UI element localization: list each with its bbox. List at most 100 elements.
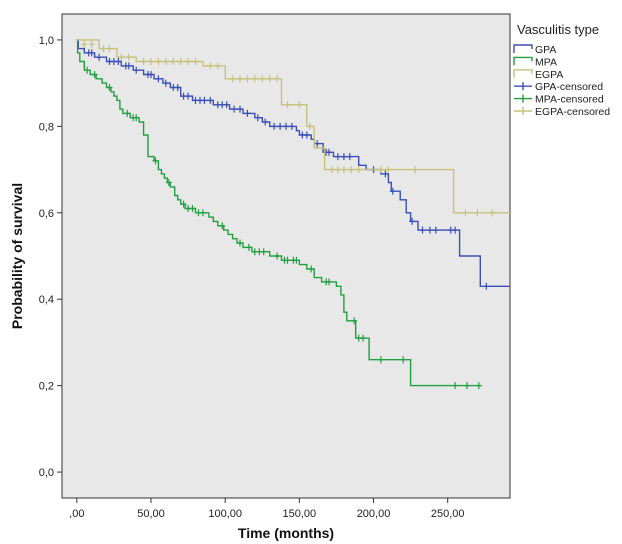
censor-mark-mpa	[124, 109, 131, 117]
censor-mark-egpa	[489, 209, 496, 217]
censor-mark-egpa	[237, 75, 243, 83]
censor-mark-gpa	[148, 71, 154, 78]
censor-mark-gpa	[271, 122, 278, 130]
censor-mark-egpa	[162, 58, 169, 65]
censor-mark-egpa	[244, 75, 251, 83]
censor-mark-egpa	[412, 166, 419, 174]
legend-swatch	[514, 107, 532, 115]
legend-swatch	[513, 69, 533, 78]
censor-mark-egpa	[140, 58, 147, 65]
censor-mark-egpa	[125, 53, 132, 61]
censor-mark-egpa	[377, 166, 384, 174]
series-layer	[76, 39, 510, 390]
censor-mark-gpa	[237, 105, 243, 113]
censor-mark-mpa	[360, 334, 367, 342]
censor-mark-egpa	[296, 101, 303, 109]
censor-mark-gpa	[115, 58, 122, 65]
censor-mark-gpa	[244, 109, 251, 117]
censor-mark-gpa	[409, 217, 416, 225]
censor-mark-egpa	[100, 45, 107, 53]
legend-entry: EGPA	[513, 69, 563, 81]
censor-mark-mpa	[199, 209, 206, 217]
series-mpa	[76, 39, 482, 390]
legend-label: MPA	[535, 56, 557, 68]
censor-mark-egpa	[306, 122, 313, 130]
x-tick-label: 200,00	[357, 508, 391, 520]
censor-mark-gpa	[314, 140, 321, 148]
y-axis-title: Probability of survival	[9, 183, 25, 329]
x-tick-label: 100,00	[208, 508, 242, 520]
censor-mark-mpa	[152, 157, 159, 165]
censor-mark-egpa	[251, 75, 258, 83]
legend-entry: GPA-censored	[514, 81, 603, 93]
censor-mark-egpa	[155, 58, 162, 65]
censor-mark-egpa	[334, 166, 341, 174]
censor-mark-mpa	[237, 239, 243, 247]
censor-mark-gpa	[303, 131, 310, 139]
y-tick-label: 0,0	[39, 467, 54, 479]
censor-mark-gpa	[389, 187, 396, 195]
series-gpa	[76, 39, 510, 290]
censor-mark-mpa	[180, 200, 187, 208]
censor-mark-mpa	[308, 265, 315, 273]
y-tick-label: 0,2	[39, 381, 54, 393]
legend-entry: GPA	[513, 44, 556, 56]
censor-mark-gpa	[340, 153, 347, 161]
legend-entry: MPA-censored	[514, 94, 604, 106]
censor-mark-egpa	[340, 166, 347, 174]
censor-mark-egpa	[88, 40, 95, 48]
censor-mark-gpa	[452, 226, 459, 234]
censor-mark-gpa	[346, 153, 353, 161]
censor-mark-mpa	[293, 256, 300, 264]
x-tick-label: 150,00	[283, 508, 317, 520]
censor-mark-gpa	[288, 122, 295, 130]
censor-mark-egpa	[274, 75, 281, 83]
legend-entry: EGPA-censored	[514, 106, 610, 118]
censor-mark-mpa	[452, 382, 459, 390]
x-tick-label: 250,00	[431, 508, 465, 520]
censor-mark-mpa	[245, 243, 252, 251]
censor-mark-gpa	[125, 62, 132, 70]
censor-mark-egpa	[329, 166, 335, 174]
censor-mark-gpa	[185, 92, 192, 100]
censor-mark-mpa	[326, 278, 332, 286]
censor-mark-egpa	[462, 209, 469, 217]
censor-mark-mpa	[91, 71, 98, 78]
legend-swatch	[513, 56, 533, 66]
censor-mark-gpa	[223, 101, 230, 109]
censor-mark-gpa	[483, 282, 490, 290]
censor-mark-mpa	[464, 382, 470, 390]
censor-mark-mpa	[106, 84, 113, 91]
x-tick-label: ,00	[69, 508, 84, 520]
censor-mark-egpa	[266, 75, 273, 83]
censor-mark-mpa	[377, 356, 384, 364]
legend-label: GPA-censored	[535, 81, 603, 93]
censor-mark-gpa	[326, 148, 332, 156]
censor-mark-egpa	[185, 58, 192, 65]
censor-mark-mpa	[219, 222, 226, 230]
legend-entry: MPA	[513, 56, 557, 68]
series-egpa	[76, 39, 510, 217]
legend-title: Vasculitis type	[517, 22, 599, 37]
censor-mark-gpa	[96, 53, 103, 61]
legend-label: GPA	[535, 44, 556, 56]
censor-mark-egpa	[348, 166, 355, 174]
censor-mark-gpa	[283, 122, 289, 130]
y-tick-label: 0,8	[39, 121, 54, 133]
censor-mark-egpa	[170, 58, 177, 65]
y-tick-label: 0,6	[39, 208, 54, 220]
censor-mark-gpa	[207, 96, 214, 104]
censor-mark-egpa	[81, 40, 88, 48]
censor-mark-gpa	[88, 49, 95, 57]
censor-mark-mpa	[133, 114, 140, 122]
censor-mark-gpa	[382, 170, 389, 178]
axes: 0,0 0,2 0,4 0,6 0,8 1,0 ,00 50,00 100,00 150,00 20…	[39, 35, 465, 520]
censor-mark-gpa	[162, 79, 169, 87]
censor-mark-gpa	[231, 105, 238, 113]
x-axis-title: Time (months)	[238, 525, 334, 541]
censor-mark-mpa	[260, 248, 267, 256]
censor-mark-gpa	[201, 96, 208, 104]
y-tick-label: 0,4	[39, 294, 54, 306]
censor-mark-mpa	[189, 205, 196, 212]
censor-mark-egpa	[259, 75, 266, 83]
